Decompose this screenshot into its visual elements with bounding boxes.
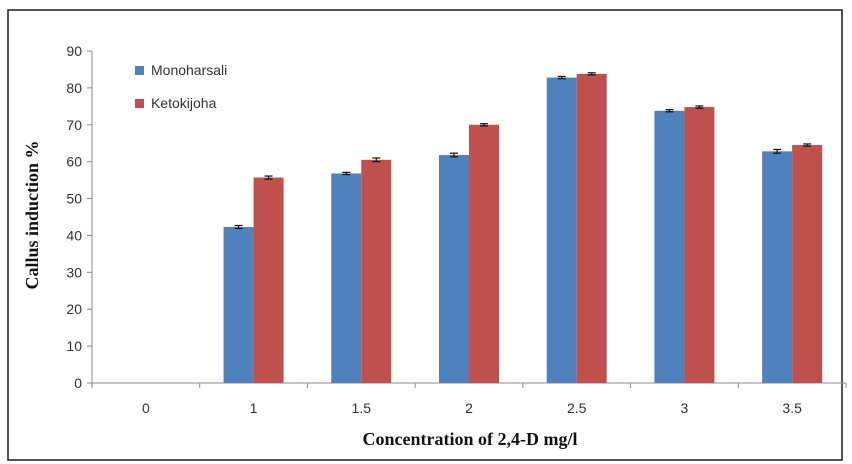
bar	[331, 173, 362, 383]
bar	[762, 151, 793, 383]
bar	[223, 226, 254, 383]
y-tick-label: 80	[66, 80, 82, 96]
y-tick-label: 20	[66, 301, 82, 317]
x-tick-label: 3	[681, 400, 689, 416]
y-tick-label: 60	[66, 154, 82, 170]
y-tick-label: 40	[66, 227, 82, 243]
legend-swatch	[135, 99, 144, 108]
x-tick-label: 2.5	[567, 400, 587, 416]
bar	[253, 177, 284, 383]
x-tick-label: 3.5	[782, 400, 802, 416]
x-tick-label: 1.5	[352, 400, 372, 416]
legend: Monoharsali Ketokijoha	[135, 62, 227, 111]
x-axis-title: Concentration of 2,4-D mg/l	[363, 429, 578, 449]
bar	[792, 145, 823, 383]
y-tick-label: 10	[66, 338, 82, 354]
x-tick-label: 2	[465, 400, 473, 416]
legend-swatch	[135, 66, 144, 75]
y-tick-label: 50	[66, 191, 82, 207]
bar	[469, 124, 499, 384]
bar	[546, 77, 577, 383]
y-axis-title: Callus induction %	[22, 140, 42, 289]
y-tick-label: 30	[66, 264, 82, 280]
chart-frame	[7, 9, 843, 461]
bar	[439, 155, 469, 383]
bar	[361, 159, 392, 383]
bar	[684, 107, 715, 384]
bars	[223, 72, 823, 384]
bar	[576, 73, 607, 384]
x-tick-label: 1	[250, 400, 258, 416]
x-tick-label: 0	[142, 400, 150, 416]
y-tick-label: 0	[74, 375, 82, 391]
legend-label: Ketokijoha	[151, 95, 217, 111]
legend-label: Monoharsali	[151, 62, 227, 78]
y-tick-label: 90	[66, 43, 82, 59]
y-tick-label: 70	[66, 117, 82, 133]
bar	[654, 110, 685, 383]
y-axis: 0 10 20 30 40 50 60 70 80 90	[66, 43, 93, 391]
